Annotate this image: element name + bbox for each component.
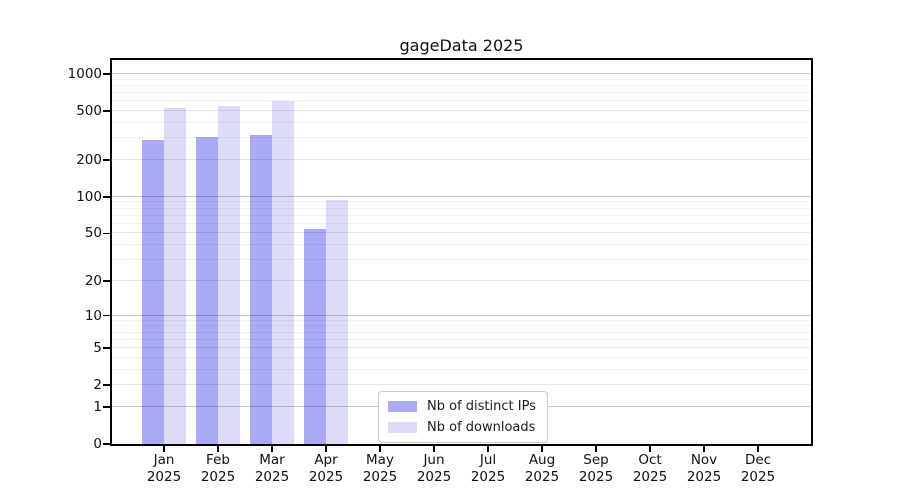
legend-item-distinct-ips: Nb of distinct IPs (388, 399, 536, 414)
y-axis-label-200: 200 (76, 152, 102, 168)
month-name: Sep (583, 452, 609, 468)
month-year: 2025 (578, 469, 614, 485)
x-axis-label-jul: Jul 2025 (456, 452, 520, 486)
bar-downloads-feb (218, 105, 240, 444)
x-tick-dec (757, 446, 759, 452)
x-axis-label-sep: Sep 2025 (564, 452, 628, 486)
x-axis-label-feb: Feb 2025 (186, 452, 250, 486)
x-tick-jun (433, 446, 435, 452)
y-axis-label-1000: 1000 (67, 66, 102, 82)
x-axis-label-oct: Oct 2025 (618, 452, 682, 486)
y-axis-label-500: 500 (76, 103, 102, 120)
y-axis-label-2: 2 (93, 377, 102, 394)
x-tick-may (379, 446, 381, 452)
legend-label-distinct-ips: Nb of distinct IPs (427, 399, 536, 414)
bar-distinct-ips-feb (196, 136, 218, 444)
month-name: Jul (479, 452, 497, 468)
y-tick-2 (103, 384, 110, 386)
y-tick-200 (103, 159, 110, 161)
y-tick-1000 (103, 73, 110, 75)
x-tick-oct (649, 446, 651, 452)
y-axis-label-20: 20 (84, 272, 102, 289)
x-tick-nov (703, 446, 705, 452)
bar-downloads-apr (326, 199, 348, 444)
x-axis-label-jan: Jan 2025 (132, 452, 196, 486)
month-year: 2025 (686, 469, 722, 485)
y-axis-label-1: 1 (93, 398, 102, 415)
month-year: 2025 (362, 469, 398, 485)
legend-label-downloads: Nb of downloads (427, 420, 536, 435)
y-tick-10 (103, 314, 110, 317)
month-year: 2025 (308, 469, 344, 485)
month-name: Mar (259, 452, 285, 468)
legend: Nb of distinct IPs Nb of downloads (378, 391, 548, 443)
y-tick-20 (103, 280, 110, 282)
month-year: 2025 (200, 469, 236, 485)
month-name: Feb (206, 452, 230, 468)
legend-swatch-downloads (388, 422, 417, 433)
month-year: 2025 (416, 469, 452, 485)
bar-downloads-jan (164, 107, 186, 444)
x-tick-apr (325, 446, 327, 452)
x-tick-jul (487, 446, 489, 452)
month-name: Oct (638, 452, 662, 468)
x-tick-jan (163, 446, 165, 452)
month-name: May (366, 452, 394, 468)
month-name: Jun (423, 452, 445, 468)
x-axis-label-dec: Dec 2025 (726, 452, 790, 486)
y-tick-1 (103, 406, 110, 408)
month-name: Dec (744, 452, 772, 468)
month-name: Apr (314, 452, 338, 468)
bars-layer (112, 60, 811, 444)
x-axis-label-may: May 2025 (348, 452, 412, 486)
y-tick-0 (103, 443, 110, 445)
month-name: Jan (153, 452, 175, 468)
month-year: 2025 (632, 469, 668, 485)
y-axis-label-5: 5 (93, 340, 102, 356)
month-name: Nov (690, 452, 718, 468)
x-axis-label-apr: Apr 2025 (294, 452, 358, 486)
x-tick-sep (595, 446, 597, 452)
month-year: 2025 (470, 469, 506, 485)
x-axis-label-mar: Mar 2025 (240, 452, 304, 486)
chart-title: gageData 2025 (399, 36, 524, 55)
x-tick-mar (271, 446, 273, 452)
bar-distinct-ips-jan (142, 140, 164, 444)
x-axis-label-aug: Aug 2025 (510, 452, 574, 486)
month-year: 2025 (524, 469, 560, 485)
x-axis-label-nov: Nov 2025 (672, 452, 736, 486)
y-axis-label-50: 50 (84, 225, 102, 242)
x-axis-label-jun: Jun 2025 (402, 452, 466, 486)
month-year: 2025 (740, 469, 776, 485)
plot-area: Nb of distinct IPs Nb of downloads (110, 58, 813, 446)
bar-distinct-ips-mar (250, 134, 272, 444)
y-tick-100 (103, 196, 110, 198)
y-axis-label-0: 0 (93, 436, 102, 452)
y-axis-label-10: 10 (84, 307, 102, 324)
y-tick-50 (103, 232, 110, 235)
legend-swatch-distinct-ips (388, 401, 417, 412)
x-tick-aug (541, 446, 543, 452)
bar-downloads-mar (272, 101, 294, 444)
y-tick-5 (103, 347, 110, 349)
y-tick-500 (103, 110, 110, 112)
x-tick-feb (217, 446, 219, 452)
month-year: 2025 (254, 469, 290, 485)
month-name: Aug (528, 452, 556, 468)
bar-distinct-ips-apr (304, 229, 326, 444)
legend-item-downloads: Nb of downloads (388, 420, 536, 435)
y-axis-label-100: 100 (76, 188, 102, 205)
month-year: 2025 (146, 469, 182, 485)
